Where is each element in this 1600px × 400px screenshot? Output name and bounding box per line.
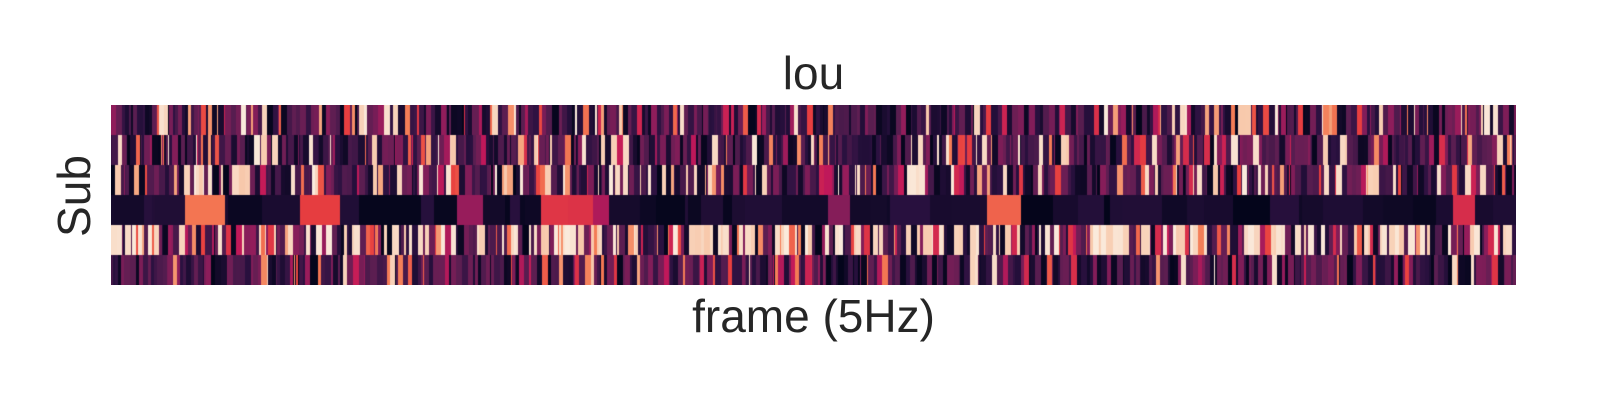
heatmap-cells <box>111 105 1516 285</box>
x-axis-label: frame (5Hz) <box>692 290 935 342</box>
chart-title: lou <box>782 47 845 99</box>
y-axis-label: Sub <box>48 155 100 237</box>
